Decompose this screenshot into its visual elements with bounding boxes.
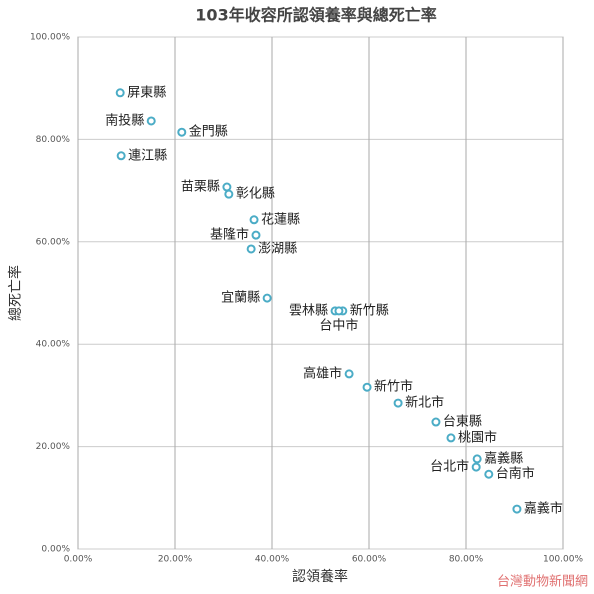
point-label: 高雄市 [303, 365, 342, 381]
point-label: 新北市 [405, 395, 444, 411]
point [251, 230, 261, 240]
watermark: 台灣動物新聞網 [497, 574, 588, 590]
point [246, 244, 256, 254]
point [512, 504, 522, 514]
point-label: 新竹縣 [350, 302, 389, 318]
point-label: 屏東縣 [127, 84, 166, 100]
point [393, 398, 403, 408]
chart-title: 103年收容所認領養率與總死亡率 [195, 6, 436, 25]
y-axis-label: 總死亡率 [7, 265, 24, 321]
y-tick-label: 100.00% [30, 33, 70, 43]
x-tick-label: 0.00% [64, 555, 93, 565]
point-label: 基隆市 [210, 227, 249, 243]
point [431, 417, 441, 427]
point [344, 369, 354, 379]
point [177, 127, 187, 137]
point-label: 苗栗縣 [181, 180, 220, 195]
point [471, 462, 481, 472]
point [146, 116, 156, 126]
point-label: 台東縣 [443, 414, 482, 430]
point-label: 桃園市 [458, 429, 497, 445]
point-label: 台中市 [319, 317, 358, 333]
point-label: 新竹市 [374, 379, 413, 395]
point-label: 台北市 [430, 459, 469, 475]
y-tick-label: 80.00% [36, 135, 71, 145]
point [334, 306, 344, 316]
point [484, 469, 494, 479]
point-label: 嘉義縣 [484, 450, 523, 466]
point [362, 382, 372, 392]
y-tick-label: 40.00% [36, 340, 71, 350]
x-tick-label: 100.00% [543, 555, 583, 565]
point [115, 88, 125, 98]
y-tick-label: 60.00% [36, 237, 71, 247]
point-label: 花蓮縣 [261, 211, 300, 227]
point-label: 彰化縣 [236, 186, 275, 202]
point [249, 215, 259, 225]
point-label: 澎湖縣 [258, 241, 297, 256]
y-tick-label: 20.00% [36, 442, 71, 452]
point-label: 連江縣 [128, 148, 167, 163]
point [446, 433, 456, 443]
point [116, 151, 126, 161]
point-label: 南投縣 [105, 112, 144, 128]
point-label: 宜蘭縣 [221, 290, 260, 306]
point [262, 293, 272, 303]
x-tick-label: 40.00% [255, 555, 290, 565]
point-label: 金門縣 [189, 124, 228, 140]
point [222, 182, 232, 192]
x-axis-label: 認領養率 [292, 568, 348, 585]
point-label: 雲林縣 [289, 303, 328, 318]
x-tick-label: 80.00% [449, 555, 484, 565]
x-tick-label: 20.00% [158, 555, 193, 565]
point-label: 嘉義市 [524, 501, 563, 517]
point [224, 189, 234, 199]
point-label: 台南市 [496, 466, 535, 482]
y-tick-label: 0.00% [41, 545, 70, 555]
point [472, 454, 482, 464]
x-tick-label: 60.00% [352, 555, 387, 565]
